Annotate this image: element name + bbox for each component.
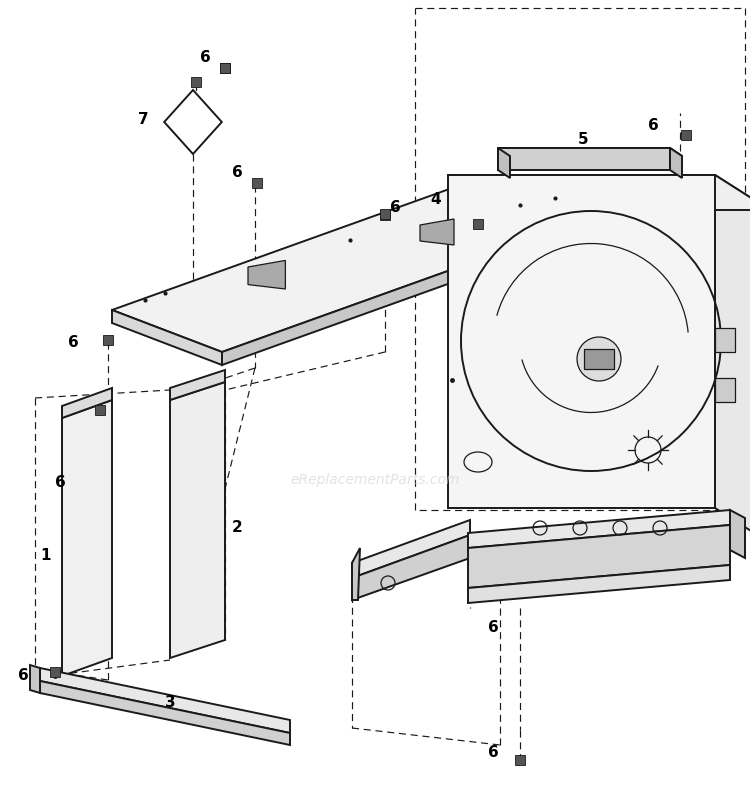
Polygon shape [715,328,735,352]
Polygon shape [62,400,112,676]
Text: 2: 2 [232,520,243,535]
Text: 6: 6 [390,200,400,215]
Polygon shape [40,668,290,733]
Text: 5: 5 [578,132,589,147]
Text: 6: 6 [68,335,79,350]
Polygon shape [62,388,112,418]
Polygon shape [730,510,745,558]
Polygon shape [95,405,105,415]
Polygon shape [352,520,470,578]
Polygon shape [715,175,750,543]
Polygon shape [191,77,201,87]
Text: 6: 6 [200,50,211,65]
Polygon shape [103,335,113,345]
Polygon shape [112,310,222,365]
Polygon shape [170,370,225,400]
Polygon shape [220,63,230,73]
Polygon shape [468,510,730,548]
Polygon shape [468,565,730,603]
Polygon shape [468,525,730,588]
Polygon shape [584,349,614,369]
Polygon shape [681,130,691,140]
Polygon shape [222,220,590,365]
Polygon shape [40,681,290,745]
Polygon shape [30,665,40,693]
Text: 6: 6 [232,165,243,180]
Polygon shape [170,382,225,658]
Text: 6: 6 [488,620,499,635]
Polygon shape [420,219,454,245]
Polygon shape [220,63,230,73]
Polygon shape [515,755,525,765]
Polygon shape [448,175,715,508]
Polygon shape [498,148,510,178]
Text: 3: 3 [165,695,176,710]
Polygon shape [380,210,390,220]
Text: 7: 7 [138,112,148,127]
Text: 6: 6 [648,118,658,133]
Text: 6: 6 [18,668,28,683]
Polygon shape [448,175,750,210]
Polygon shape [473,219,483,229]
Polygon shape [50,667,60,677]
Polygon shape [164,90,222,154]
Text: 1: 1 [40,548,50,563]
Text: 6: 6 [488,745,499,760]
Polygon shape [112,178,590,352]
Polygon shape [352,548,360,600]
Text: 6: 6 [55,475,66,490]
Polygon shape [670,148,682,178]
Polygon shape [498,148,682,156]
Polygon shape [380,209,390,219]
Polygon shape [252,178,262,188]
Circle shape [577,337,621,381]
Text: eReplacementParts.com: eReplacementParts.com [290,473,460,487]
Polygon shape [352,535,470,600]
Polygon shape [715,378,735,402]
Polygon shape [498,148,670,170]
Polygon shape [248,260,286,289]
Text: 4: 4 [430,192,441,207]
